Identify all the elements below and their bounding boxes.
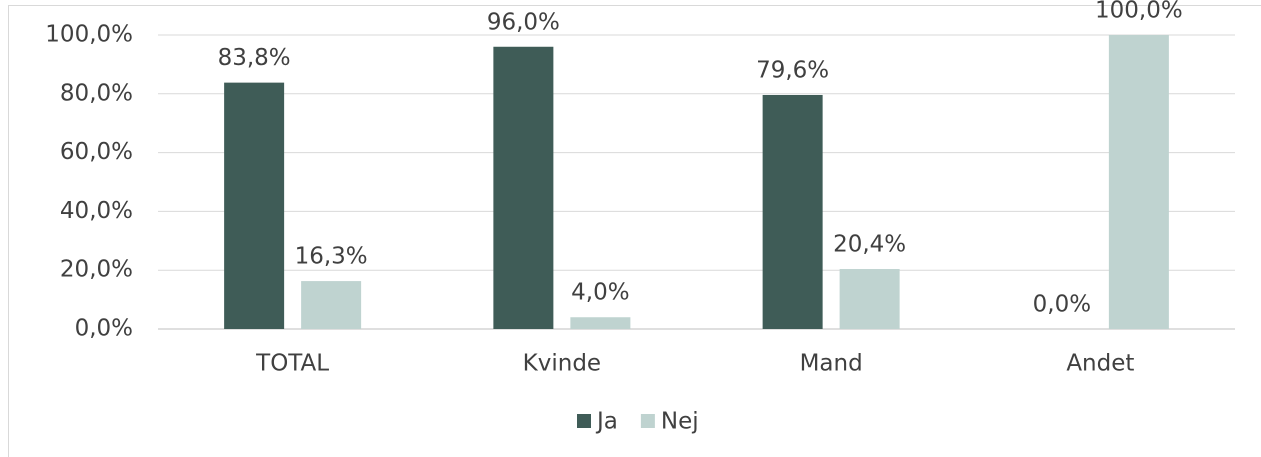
x-tick-label: Mand — [800, 351, 863, 377]
y-tick-label: 60,0% — [60, 139, 133, 165]
data-label: 16,3% — [295, 244, 368, 270]
chart-frame — [8, 5, 1261, 457]
legend-label: Ja — [595, 409, 618, 435]
data-label: 83,8% — [218, 45, 291, 71]
legend-swatch — [577, 414, 591, 428]
data-label: 20,4% — [833, 232, 906, 258]
bar — [1108, 35, 1169, 329]
x-tick-label: Andet — [1066, 351, 1134, 377]
bar — [224, 82, 285, 330]
y-tick-label: 20,0% — [60, 257, 133, 283]
bar — [570, 317, 631, 329]
y-tick-label: 40,0% — [60, 198, 133, 224]
legend-label: Nej — [661, 409, 699, 435]
data-label: 100,0% — [1095, 0, 1183, 24]
bar — [301, 281, 362, 329]
x-tick-label: TOTAL — [255, 351, 329, 377]
y-tick-label: 0,0% — [75, 316, 133, 342]
bar — [493, 46, 554, 329]
data-label: 4,0% — [571, 280, 629, 306]
y-tick-label: 100,0% — [45, 22, 133, 48]
data-label: 0,0% — [1033, 292, 1091, 318]
bar — [839, 269, 900, 329]
bar — [762, 94, 823, 329]
data-label: 96,0% — [487, 9, 560, 35]
y-tick-label: 80,0% — [60, 80, 133, 106]
data-label: 79,6% — [756, 57, 829, 83]
legend-swatch — [640, 414, 655, 428]
x-tick-label: Kvinde — [523, 351, 601, 377]
